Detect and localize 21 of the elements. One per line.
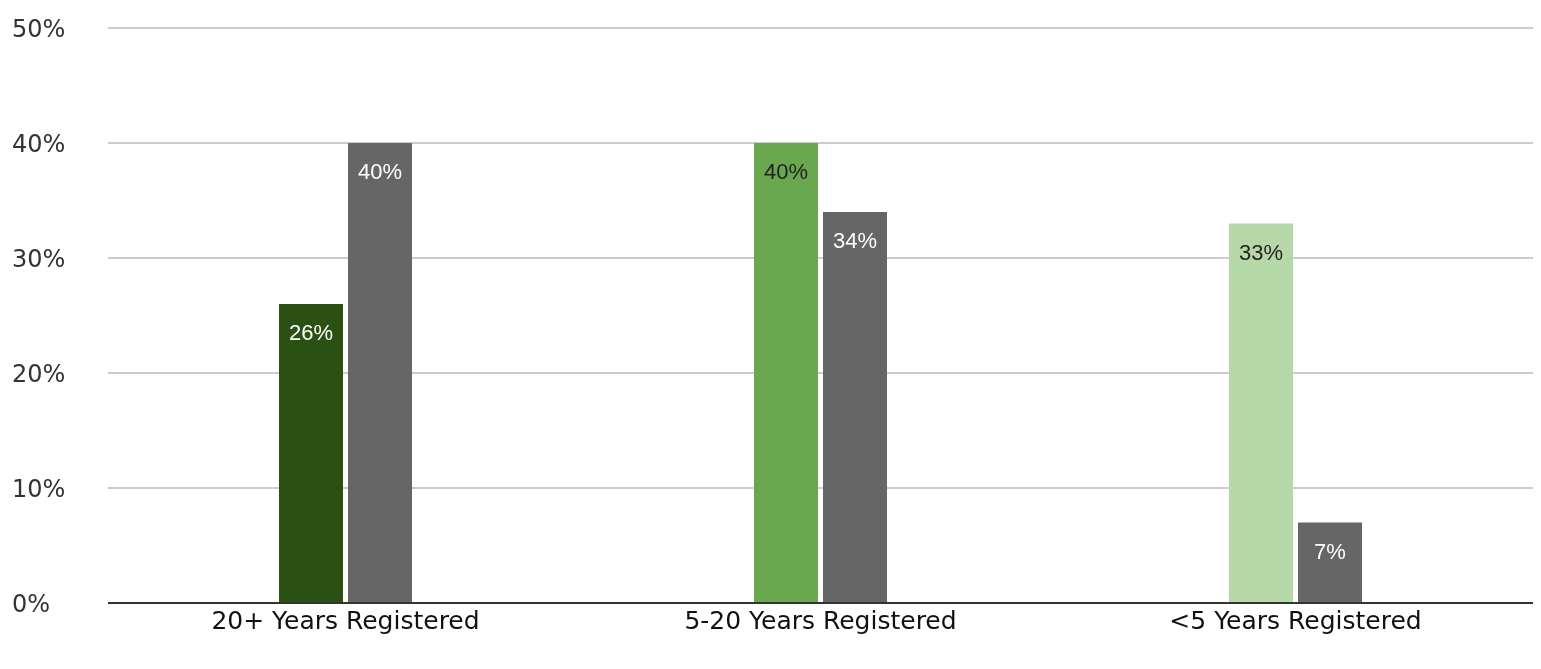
- data-label: 34%: [832, 228, 878, 253]
- bar: [754, 143, 818, 603]
- bar: [823, 212, 887, 603]
- y-tick-label: 0%: [12, 589, 51, 618]
- bar: [1229, 223, 1293, 603]
- x-tick-label: <5 Years Registered: [1169, 605, 1422, 635]
- y-tick-label: 20%: [12, 359, 66, 388]
- y-tick-label: 30%: [12, 244, 66, 273]
- bar: [279, 304, 343, 603]
- data-label: 40%: [763, 159, 809, 184]
- bar: [348, 143, 412, 603]
- y-tick-label: 50%: [12, 14, 66, 43]
- bar: [1298, 522, 1362, 603]
- data-label: 7%: [1314, 538, 1346, 564]
- data-label: 26%: [288, 320, 334, 345]
- y-tick-label: 40%: [12, 129, 66, 158]
- x-tick-label: 5-20 Years Registered: [684, 605, 957, 635]
- y-tick-label: 10%: [12, 474, 66, 503]
- x-tick-label: 20+ Years Registered: [211, 605, 480, 635]
- data-label: 40%: [357, 159, 403, 184]
- data-label: 33%: [1238, 239, 1284, 265]
